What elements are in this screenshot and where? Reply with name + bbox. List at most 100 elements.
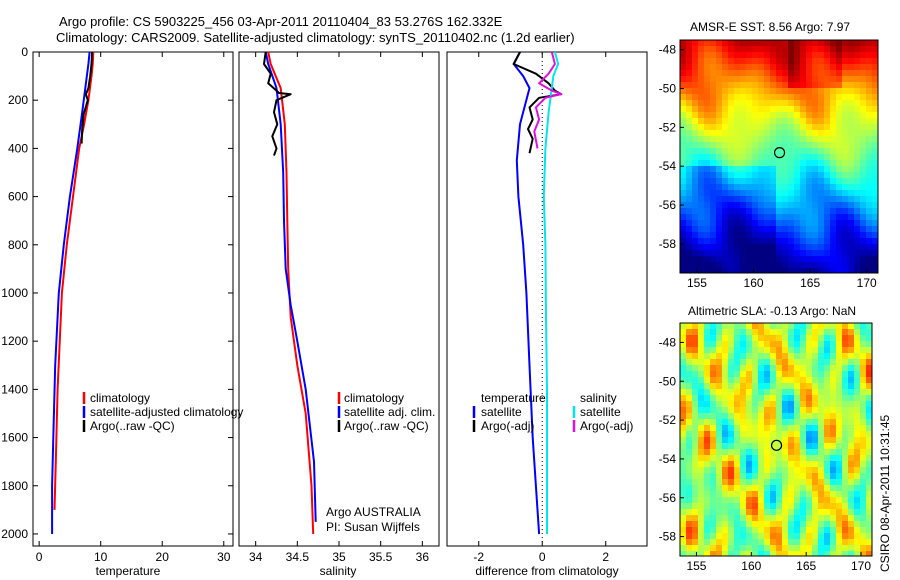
heatmap-cell [692,268,699,273]
heatmap-cell [680,425,687,432]
heatmap-cell [746,46,753,53]
heatmap-cell [812,413,819,420]
heatmap-cell [824,401,831,408]
heatmap-cell [848,545,855,552]
heatmap-cell [752,112,759,119]
heatmap-cell [770,118,777,125]
heatmap-cell [836,232,843,239]
heatmap-cell [812,172,819,179]
heatmap-cell [842,413,849,420]
heatmap-cell [836,401,843,408]
heatmap-cell [860,539,867,546]
heatmap-cell [764,335,771,342]
heatmap-cell [692,166,699,173]
heatmap-cell [680,461,687,468]
heatmap-cell [752,515,759,522]
heatmap-cell [800,136,807,143]
heatmap-cell [728,383,735,390]
y-tick-label: 800 [8,238,28,252]
heatmap-cell [794,329,801,336]
heatmap-cell [860,178,867,185]
heatmap-cell [788,479,795,486]
heatmap-cell [836,226,843,233]
heatmap-cell [854,353,861,360]
heatmap-cell [686,154,693,161]
heatmap-cell [722,407,729,414]
heatmap-cell [860,58,867,65]
heatmap-cell [854,437,861,444]
heatmap-cell [752,467,759,474]
legend-label-satellite-adj: satellite adj. clim. [344,405,435,419]
heatmap-cell [842,467,849,474]
heatmap-cell [866,160,873,167]
heatmap-cell [752,238,759,245]
heatmap-cell [872,202,878,209]
heatmap-cell [782,136,789,143]
heatmap-cell [788,407,795,414]
heatmap-cell [836,407,843,414]
heatmap-cell [872,196,878,203]
heatmap-cell [776,323,783,330]
heatmap-cell [692,238,699,245]
heatmap-cell [848,58,855,65]
heatmap-cell [680,112,687,119]
heatmap-cell [716,244,723,251]
heatmap-cell [776,124,783,131]
heatmap-cell [872,250,878,257]
heatmap-cell [812,425,819,432]
heatmap-cell [734,545,741,552]
heatmap-cell [842,238,849,245]
heatmap-cell [758,545,765,552]
heatmap-cell [866,371,872,378]
heatmap-cell [740,214,747,221]
heatmap-cell [818,485,825,492]
heatmap-cell [830,124,837,131]
heatmap-cell [866,437,872,444]
heatmap-cell [818,52,825,59]
heatmap-cell [782,389,789,396]
heatmap-cell [722,238,729,245]
heatmap-cell [860,419,867,426]
heatmap-cell [776,389,783,396]
heatmap-cell [872,232,878,239]
heatmap-cell [758,250,765,257]
heatmap-cell [866,359,872,366]
heatmap-cell [686,431,693,438]
heatmap-cell [800,551,807,556]
heatmap-cell [800,106,807,113]
heatmap-cell [758,413,765,420]
heatmap-cell [740,220,747,227]
heatmap-cell [716,70,723,77]
heatmap-cell [764,256,771,263]
heatmap-cell [824,250,831,257]
heatmap-cell [848,94,855,101]
heatmap-cell [710,491,717,498]
heatmap-cell [740,527,747,534]
heatmap-cell [866,539,872,546]
heatmap-cell [842,551,849,556]
heatmap-cell [854,214,861,221]
heatmap-cell [764,353,771,360]
heatmap-cell [794,347,801,354]
heatmap-cell [752,491,759,498]
heatmap-cell [848,389,855,396]
heatmap-cell [848,497,855,504]
heatmap-cell [848,268,855,273]
heatmap-cell [728,527,735,534]
heatmap-cell [794,40,801,47]
heatmap-cell [854,383,861,390]
series-line-satellite-adj-clim [264,51,317,522]
heatmap-cell [728,323,735,330]
heatmap-cell [872,262,878,269]
heatmap-cell [752,497,759,504]
heatmap-cell [854,154,861,161]
heatmap-cell [794,106,801,113]
heatmap-cell [848,437,855,444]
heatmap-cell [728,437,735,444]
heatmap-cell [722,142,729,149]
heatmap-cell [824,431,831,438]
heatmap-cell [716,413,723,420]
heatmap-cell [848,329,855,336]
heatmap-cell [782,160,789,167]
heatmap-cell [746,82,753,89]
